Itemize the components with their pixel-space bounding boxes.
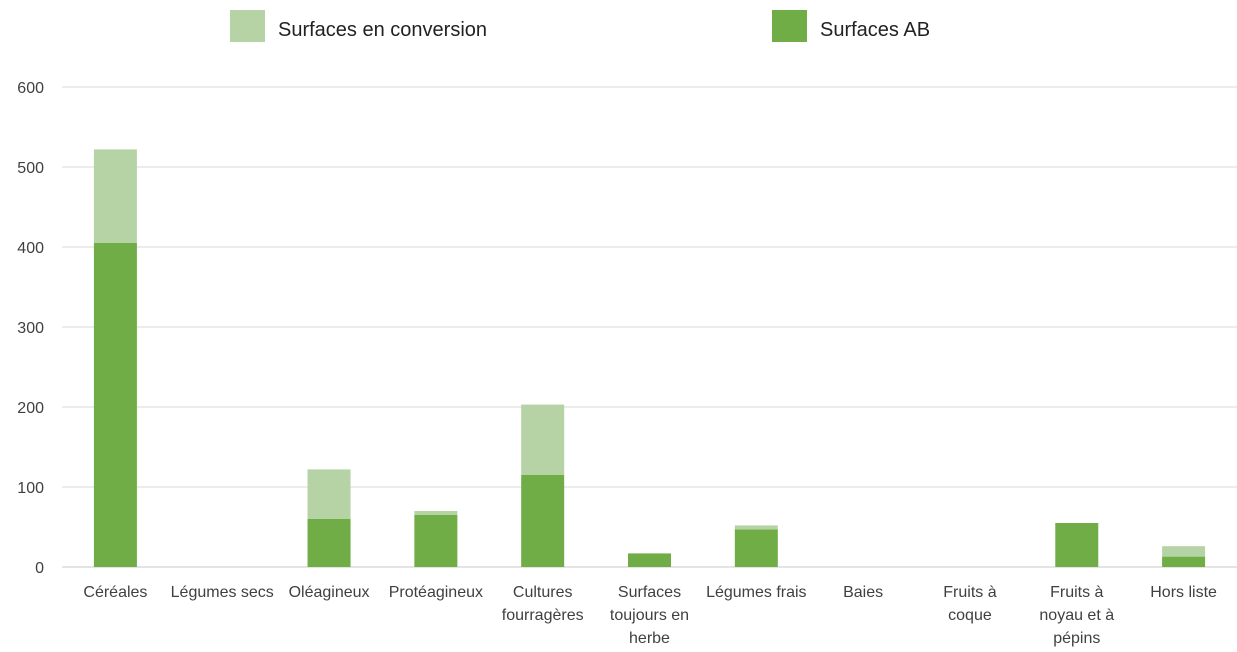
y-tick-label: 200: [17, 400, 44, 417]
legend-label: Surfaces en conversion: [278, 19, 487, 41]
x-category-label: Surfaces toujours en herbe: [610, 584, 689, 647]
legend-swatch: [772, 10, 807, 42]
gridlines: [62, 86, 1237, 568]
bar-surfaces-ab: [1055, 523, 1099, 567]
x-category-label: Fruits à noyau et à pépins: [1039, 584, 1114, 647]
x-category-label: Baies: [843, 584, 883, 601]
x-category-label: Légumes frais: [706, 584, 807, 601]
bar-surfaces-ab: [1162, 556, 1206, 567]
bar-surfaces-ab: [414, 515, 458, 567]
y-tick-label: 600: [17, 80, 44, 97]
y-tick-label: 100: [17, 480, 44, 497]
x-category-label: Protéagineux: [389, 584, 483, 601]
bar-surfaces-ab: [628, 553, 671, 567]
bar-surfaces-ab: [307, 519, 351, 567]
x-category-label: Oléagineux: [289, 584, 370, 601]
bar-surfaces-conversion: [1162, 546, 1206, 557]
bar-surfaces-ab: [93, 243, 137, 567]
x-axis-categories: Céréales Légumes secs Oléagineux Protéagine…: [83, 584, 1217, 647]
y-axis-ticks: 0 100 200 300 400 500 600: [17, 80, 44, 577]
legend-label: Surfaces AB: [820, 19, 930, 41]
x-category-label: Légumes secs: [171, 584, 274, 601]
x-category-label: Hors liste: [1150, 584, 1217, 601]
y-tick-label: 500: [17, 160, 44, 177]
bar-surfaces-conversion: [734, 525, 778, 530]
y-tick-label: 400: [17, 240, 44, 257]
x-category-label: Cultures fourragères: [502, 584, 584, 624]
y-tick-label: 300: [17, 320, 44, 337]
legend: Surfaces en conversion Surfaces AB: [230, 10, 930, 42]
legend-swatch: [230, 10, 265, 42]
x-category-label: Céréales: [83, 584, 147, 601]
y-tick-label: 0: [35, 560, 44, 577]
bar-surfaces-conversion: [521, 404, 565, 475]
bar-surfaces-conversion: [307, 469, 351, 519]
bar-surfaces-conversion: [93, 149, 137, 243]
x-category-label: Fruits à coque: [943, 584, 996, 624]
bar-surfaces-ab: [734, 529, 778, 567]
bar-surfaces-ab: [521, 475, 565, 567]
bars: [93, 149, 1206, 567]
bar-surfaces-conversion: [414, 511, 458, 515]
